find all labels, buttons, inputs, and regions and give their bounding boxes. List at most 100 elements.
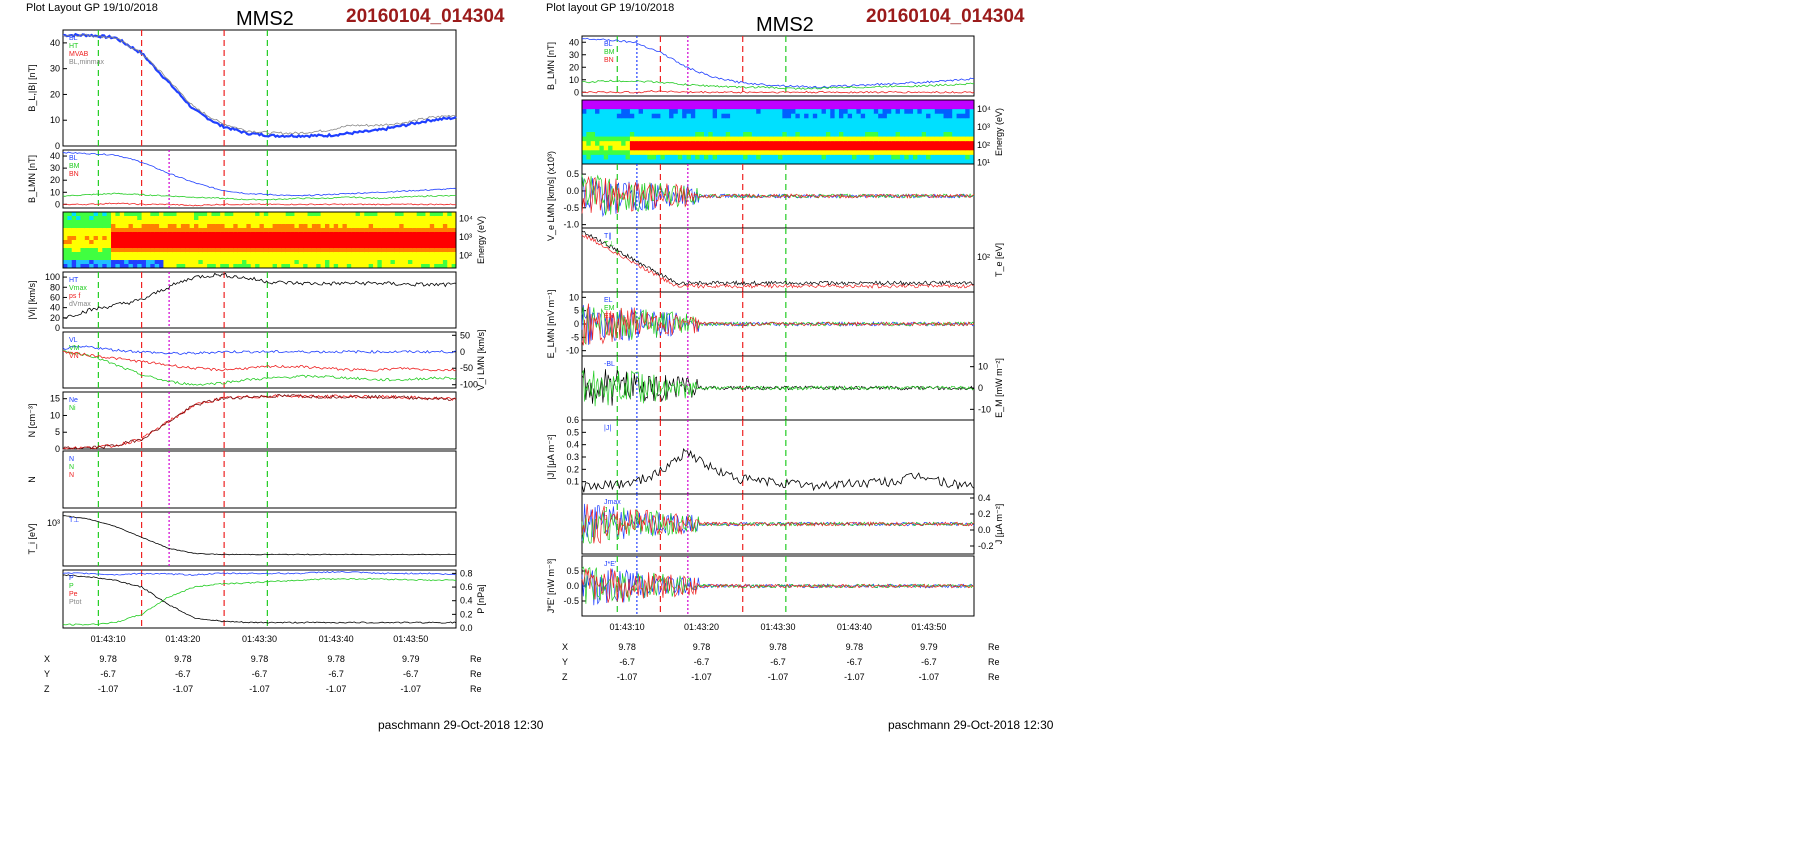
spectrogram-cell [651,132,657,138]
spectrogram-cell [333,264,339,269]
spectrogram-cell [699,150,705,156]
spectrogram-cell [843,150,849,156]
spectrogram-cell [690,113,696,119]
spectrogram-cell [699,118,705,124]
spectrogram-cell [111,224,116,229]
spectrogram-cell [869,122,875,128]
spectrogram-cell [403,244,409,249]
spectrogram-cell [194,224,199,229]
spectrogram-cell [590,136,596,142]
spectrogram-cell [926,136,931,142]
spectrogram-cell [150,260,156,265]
spectrogram-cell [298,232,304,237]
spectrogram-cell [960,136,966,142]
spectrogram-cell [817,145,823,151]
spectrogram-cell [930,122,936,128]
spectrogram-cell [769,150,775,156]
spectrogram-cell [804,100,809,106]
spectrogram-cell [960,113,966,119]
spectrogram-cell [451,244,457,249]
spectrogram-cell [281,228,287,233]
energy-axis-label: Energy (eV) [476,216,486,264]
spectrogram-cell [621,100,627,106]
spectrogram-cell [699,104,705,110]
spectrogram-cell [760,109,766,115]
spectrogram-cell [202,244,208,249]
spectrogram-cell [84,224,90,229]
spectrogram-cell [84,248,90,253]
spectrogram-cell [233,252,239,257]
spectrogram-cell [682,145,688,151]
spectrogram-cell [67,248,73,253]
spectrogram-cell [333,256,339,261]
spectrogram-cell [281,256,287,261]
spectrogram-cell [917,109,923,115]
spectrogram-cell [215,244,221,249]
spectrogram-cell [438,240,444,245]
spectrogram-cell [817,150,823,156]
spectrogram-cell [586,122,592,128]
spectrogram-cell [285,244,291,249]
spectrogram-cell [71,256,77,261]
spectrogram-cell [621,104,627,110]
spectrogram-cell [686,145,692,151]
spectrogram-cell [281,248,287,253]
spectrogram-cell [756,150,762,156]
spectrogram-cell [316,240,322,245]
spectrogram-cell [656,100,661,106]
spectrogram-cell [952,104,958,110]
spectrogram-cell [303,244,309,249]
spectrogram-cell [656,141,661,147]
spectrogram-cell [320,248,326,253]
spectrogram-cell [145,252,151,257]
spectrogram-cell [220,260,226,265]
spectrogram-cell [690,159,696,165]
spectrogram-cell [76,264,81,269]
spectrogram-cell [760,100,766,106]
orbit-value: 9.78 [251,654,269,664]
spectrogram-cell [307,216,313,221]
spectrogram-cell [682,100,688,106]
spectrogram-cell [89,252,95,257]
spectrogram-cell [150,256,156,261]
spectrogram-cell [63,220,68,225]
spectrogram-cell [294,248,300,253]
spectrogram-cell [760,118,766,124]
spectrogram-cell [677,154,683,160]
spectrogram-cell [917,132,923,138]
spectrogram-cell [207,248,212,253]
series-line [581,230,975,286]
spectrogram-cell [629,136,635,142]
spectrogram-cell [721,132,727,138]
spectrogram-cell [451,232,457,237]
spectrogram-cell [786,136,792,142]
spectrogram-cell [582,150,587,156]
spectrogram-cell [616,141,622,147]
spectrogram-cell [756,127,762,133]
spectrogram-cell [943,127,949,133]
spectrogram-cell [268,256,274,261]
spectrogram-cell [412,248,418,253]
spectrogram-cell [934,150,940,156]
spectrogram-cell [747,100,753,106]
spectrogram-cell [660,136,666,142]
spectrogram-cell [124,252,129,257]
spectrogram-cell [899,118,905,124]
spectrogram-cell [747,145,753,151]
spectrogram-cell [263,224,269,229]
spectrogram-cell [220,220,226,225]
spectrogram-cell [712,118,718,124]
spectrogram-cell [904,118,910,124]
spectrogram-cell [812,159,818,165]
spectrogram-cell [695,100,701,106]
spectrogram-cell [669,104,674,110]
spectrogram-cell [638,145,644,151]
spectrogram-cell [939,109,945,115]
spectrogram-cell [355,256,361,261]
spectrogram-cell [207,260,212,265]
spectrogram-cell [699,109,705,115]
spectrogram-cell [416,252,422,257]
spectrogram-cell [595,159,600,165]
spectrogram-cell [311,220,317,225]
spectrogram-cell [159,264,164,269]
